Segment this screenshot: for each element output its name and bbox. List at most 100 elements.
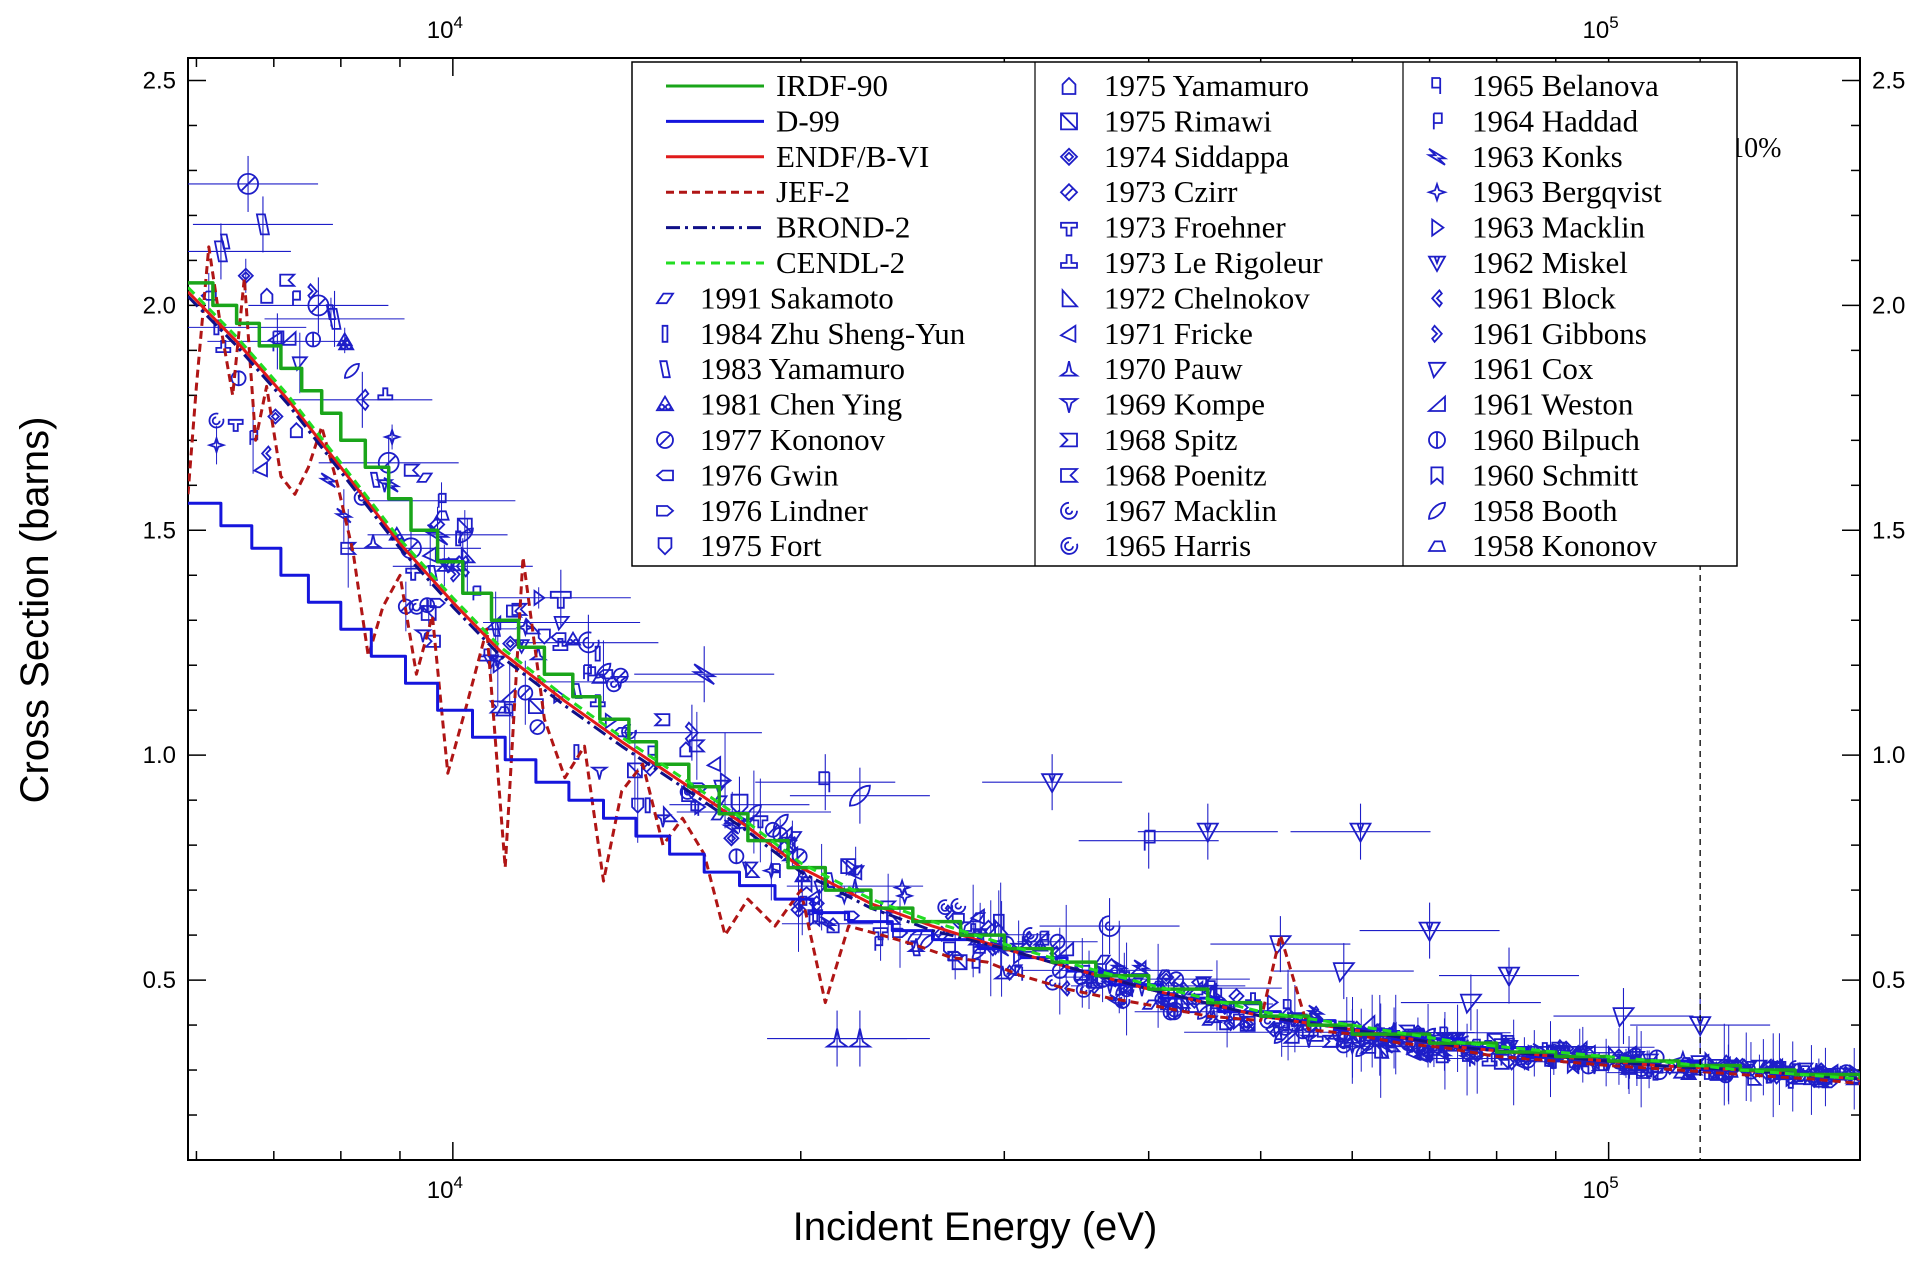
experimental-point bbox=[279, 330, 297, 346]
legend-symbol bbox=[1431, 77, 1442, 94]
experimental-point bbox=[728, 848, 745, 865]
experimental-point bbox=[305, 331, 322, 348]
legend-label: 1976 Gwin bbox=[700, 457, 839, 492]
legend-symbol bbox=[1060, 501, 1078, 520]
legend-label: 1961 Gibbons bbox=[1472, 316, 1647, 351]
legend-label: 1975 Yamamuro bbox=[1104, 68, 1309, 103]
legend-label: 1964 Haddad bbox=[1472, 103, 1639, 138]
experimental-point bbox=[529, 719, 546, 735]
legend-label: IRDF-90 bbox=[776, 68, 888, 103]
highlight-point bbox=[272, 330, 285, 352]
experimental-point bbox=[771, 863, 781, 878]
experimental-point bbox=[892, 877, 912, 898]
legend-label: 1973 Czirr bbox=[1104, 174, 1238, 209]
experimental-point bbox=[408, 598, 425, 615]
experimental-point bbox=[1195, 976, 1213, 992]
experimental-point bbox=[694, 798, 707, 816]
legend-symbol bbox=[1058, 360, 1080, 377]
legend-label: 1972 Chelnokov bbox=[1104, 280, 1310, 315]
experimental-point bbox=[631, 797, 645, 814]
experimental-point bbox=[1022, 927, 1039, 943]
legend-label: 1975 Rimawi bbox=[1104, 103, 1272, 138]
legend-symbol bbox=[1428, 431, 1446, 449]
legend-symbol bbox=[1427, 361, 1447, 380]
experimental-point bbox=[340, 541, 358, 555]
y-tick-label-left: 2.0 bbox=[143, 292, 176, 319]
experimental-point bbox=[596, 669, 614, 680]
experimental-point bbox=[745, 860, 761, 878]
experimental-point bbox=[502, 635, 519, 652]
legend-symbol bbox=[659, 360, 671, 379]
experimental-point bbox=[1056, 940, 1075, 957]
highlight-point bbox=[847, 1028, 873, 1048]
legend-label: 1960 Schmitt bbox=[1472, 457, 1639, 492]
experimental-point bbox=[494, 706, 512, 717]
experimental-point bbox=[1324, 1025, 1345, 1040]
experimental-point bbox=[423, 634, 441, 648]
experimental-point bbox=[604, 712, 618, 730]
legend-symbol bbox=[1060, 112, 1078, 131]
legend-symbol bbox=[656, 431, 674, 449]
highlight-point bbox=[213, 240, 228, 263]
experimental-point bbox=[1223, 1014, 1234, 1032]
legend-box bbox=[631, 61, 1738, 567]
legend-label: 1976 Lindner bbox=[700, 493, 869, 528]
highlight-point bbox=[690, 663, 718, 685]
legend-symbol bbox=[1059, 324, 1077, 344]
legend-label: 1974 Siddappa bbox=[1104, 139, 1289, 174]
experimental-point bbox=[1090, 978, 1102, 995]
experimental-point bbox=[318, 472, 339, 488]
experimental-point bbox=[208, 412, 225, 429]
legend-symbol bbox=[1426, 181, 1448, 204]
legend: IRDF-90D-99ENDF/B-VIJEF-2BROND-2CENDL-21… bbox=[631, 61, 1738, 567]
highlight-point bbox=[255, 213, 270, 236]
legend-label: 1961 Cox bbox=[1472, 351, 1594, 386]
legend-symbol bbox=[1058, 432, 1078, 448]
experimental-point bbox=[333, 507, 355, 524]
legend-label: D-99 bbox=[776, 103, 840, 138]
legend-label: CENDL-2 bbox=[776, 245, 905, 280]
experimental-point bbox=[1282, 999, 1292, 1014]
highlight-point bbox=[1143, 829, 1156, 851]
experimental-point bbox=[289, 421, 303, 439]
legend-label: 1963 Konks bbox=[1472, 139, 1623, 174]
experimental-point bbox=[719, 771, 733, 790]
x-tick-label-bottom: 104 bbox=[427, 1173, 463, 1204]
legend-symbol bbox=[1431, 217, 1445, 238]
experimental-point bbox=[227, 418, 244, 432]
y-tick-label-left: 2.5 bbox=[143, 67, 176, 94]
experimental-point bbox=[415, 472, 434, 483]
experimental-point bbox=[206, 435, 227, 455]
experimental-point bbox=[1435, 1047, 1449, 1064]
legend-label: BROND-2 bbox=[776, 210, 910, 245]
experimental-point bbox=[662, 804, 679, 823]
legend-label: 1962 Miskel bbox=[1472, 245, 1628, 280]
legend-label: 1958 Kononov bbox=[1472, 528, 1658, 563]
legend-label: 1961 Weston bbox=[1472, 387, 1634, 422]
experimental-point bbox=[1273, 1028, 1290, 1044]
y-tick-label-left: 1.5 bbox=[143, 517, 176, 544]
x-tick-label-top: 104 bbox=[427, 13, 463, 44]
experimental-point bbox=[992, 965, 1013, 980]
highlight-point bbox=[455, 554, 470, 578]
legend-symbol bbox=[1059, 182, 1079, 202]
experimental-point bbox=[621, 723, 637, 740]
experimental-point bbox=[1093, 954, 1112, 965]
y-tick-label-right: 0.5 bbox=[1872, 967, 1905, 994]
experimental-point bbox=[553, 616, 571, 632]
legend-label: 1971 Fricke bbox=[1104, 316, 1253, 351]
legend-symbol bbox=[661, 324, 669, 343]
highlight-point bbox=[1332, 962, 1356, 983]
legend-label: 1981 Chen Ying bbox=[700, 387, 902, 422]
y-tick-label-right: 2.5 bbox=[1872, 67, 1905, 94]
experimental-point bbox=[419, 597, 436, 614]
x-axis-title: Incident Energy (eV) bbox=[793, 1205, 1158, 1249]
experimental-point bbox=[260, 445, 272, 462]
legend-label: 1973 Froehner bbox=[1104, 210, 1286, 245]
legend-symbol bbox=[1427, 255, 1447, 273]
experimental-point bbox=[705, 755, 722, 773]
legend-symbol bbox=[1060, 221, 1078, 237]
axis-tick-labels: 104 104 105 105 0.5 0.5 1.0 1.0 1.5 1.5 2.0 2.0 2.5 2… bbox=[143, 13, 1906, 1204]
experimental-point bbox=[291, 356, 309, 372]
experimental-point bbox=[307, 282, 319, 300]
